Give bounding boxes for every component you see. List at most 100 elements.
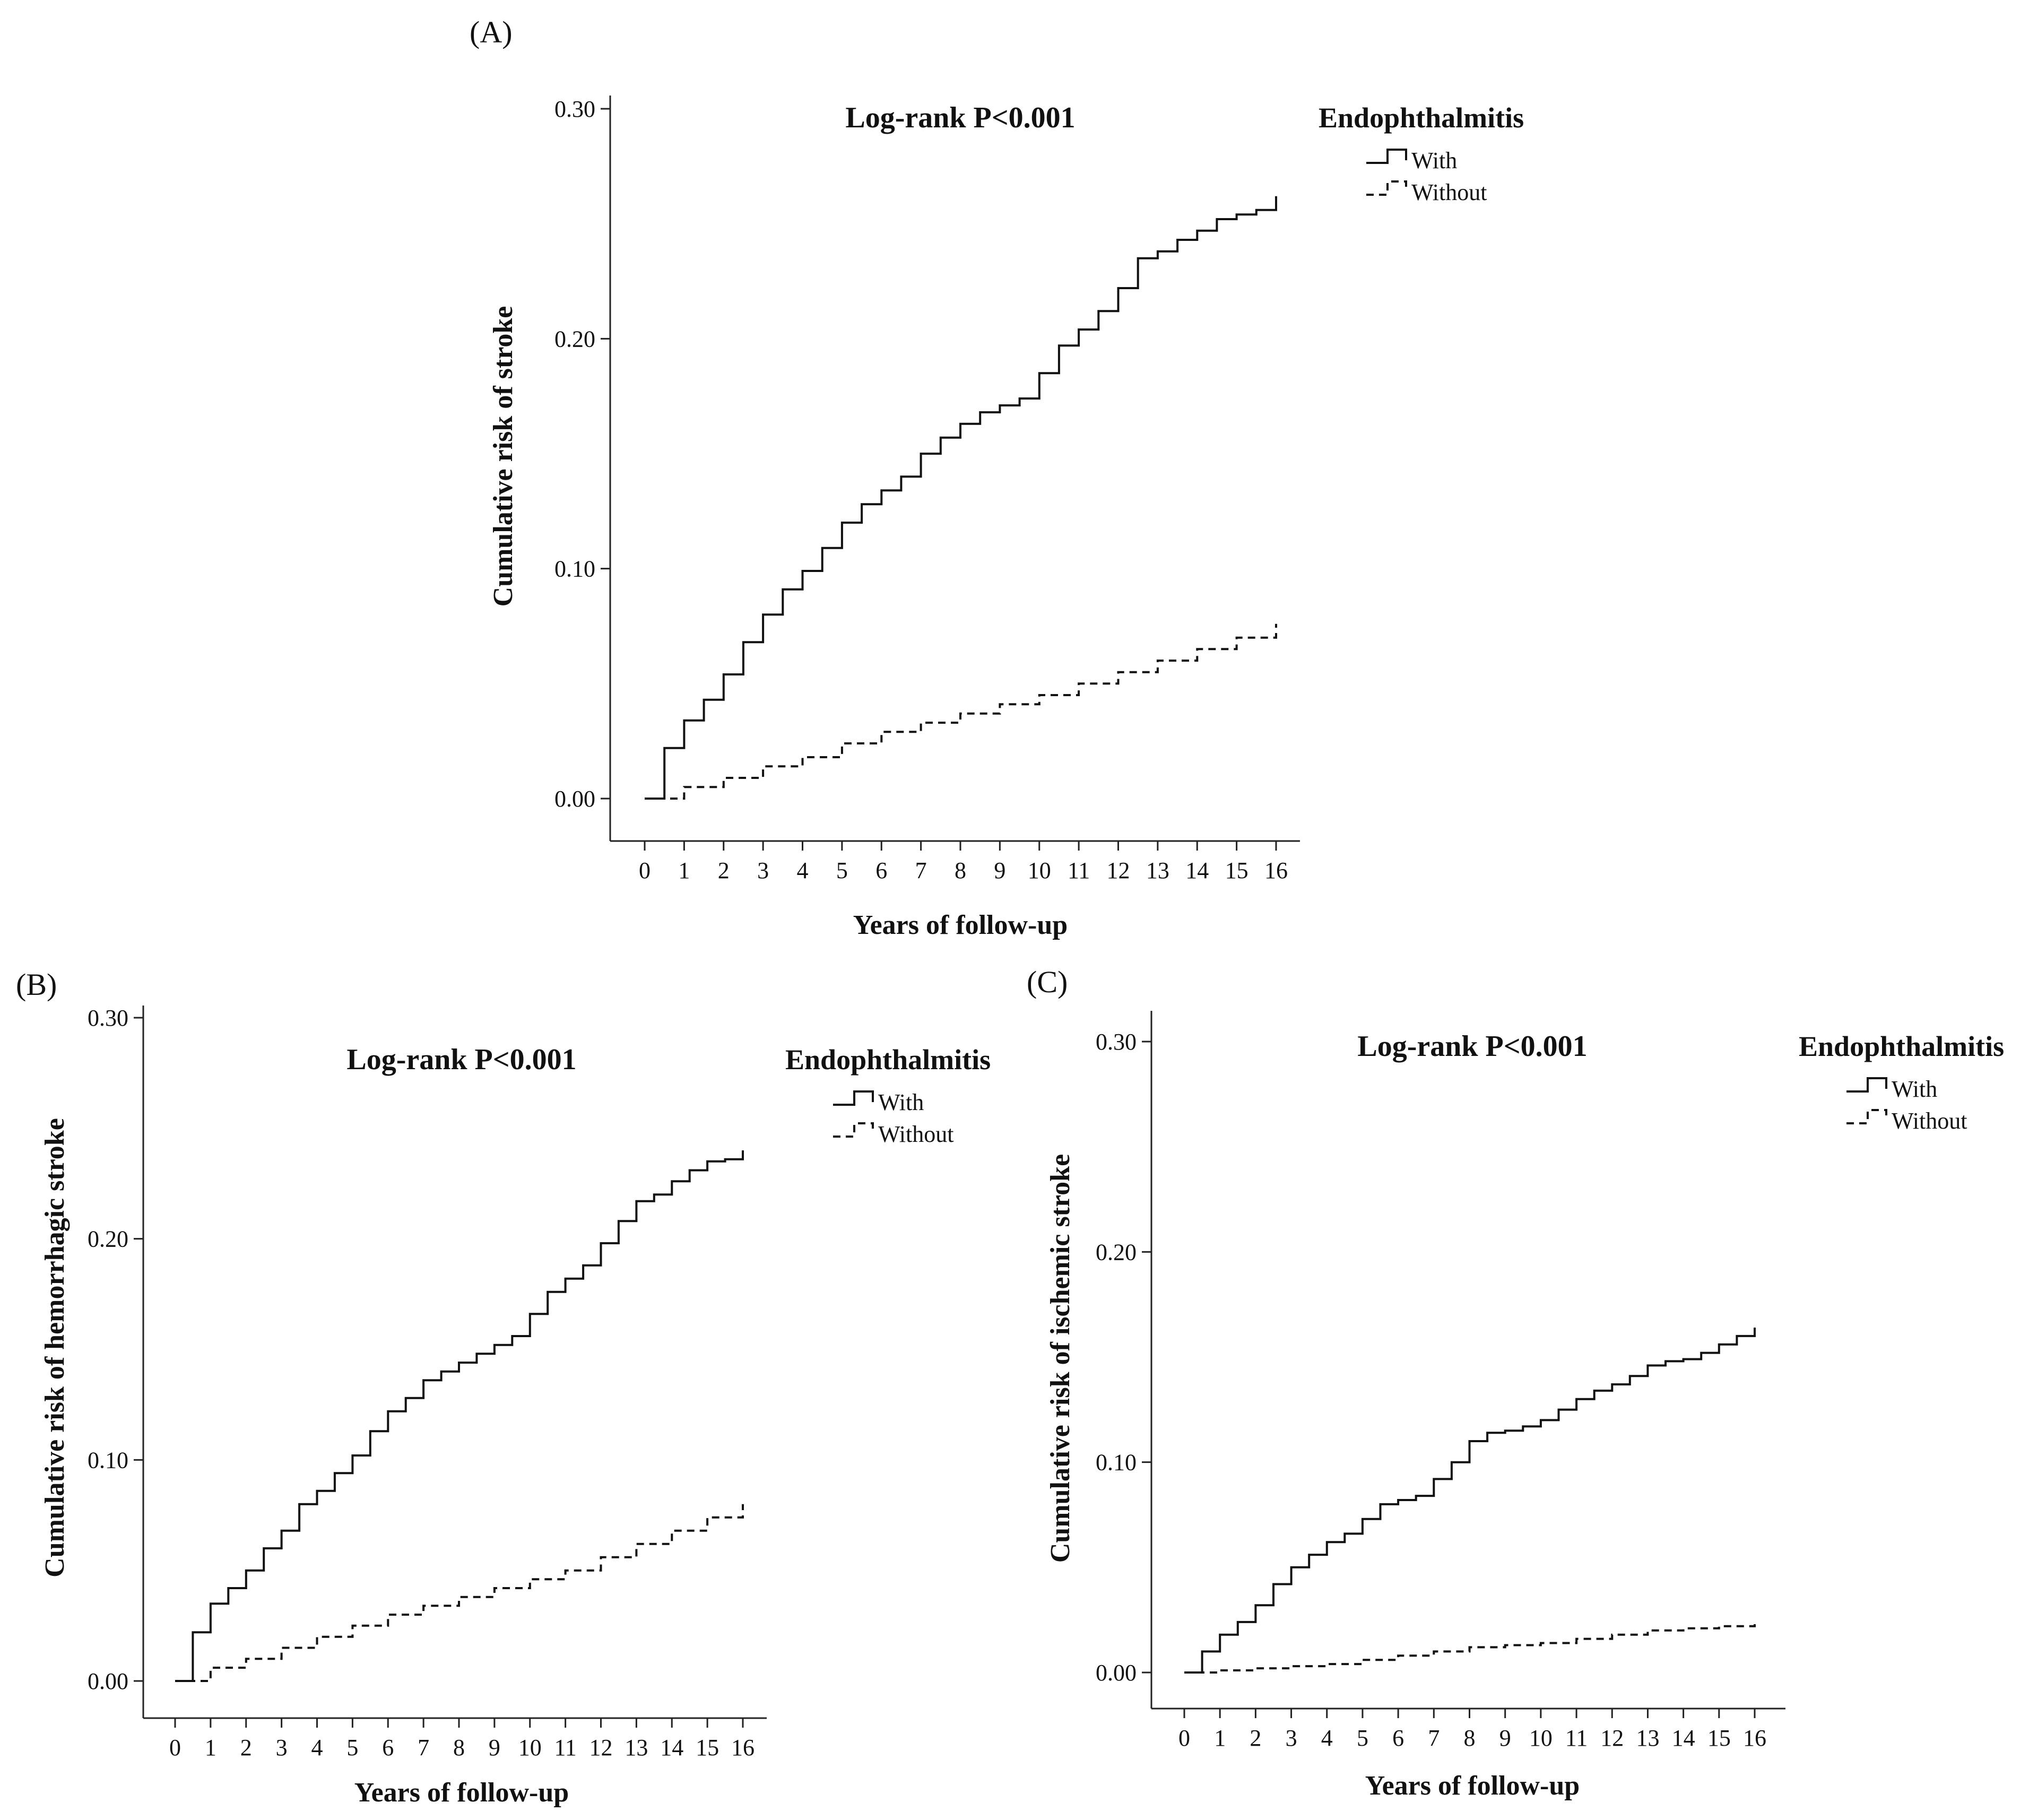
y-tick-label: 0.20	[1096, 1239, 1137, 1265]
legend-swatch-with	[833, 1090, 874, 1106]
x-tick-label: 7	[1428, 1725, 1440, 1751]
y-tick-label: 0.10	[88, 1447, 128, 1473]
chart-panel-3: (C)0.000.100.200.300 1 2 3 4 5 6 7 8 9 10 11 12 13 14 1…	[1027, 965, 2004, 1801]
legend: Endophthalmitis With Without	[1799, 1030, 2004, 1134]
panel-label: (B)	[16, 967, 57, 1002]
y-tick-label: 0.10	[1096, 1450, 1137, 1476]
y-tick-label: 0.00	[554, 786, 595, 812]
x-tick-label: 4	[1321, 1725, 1333, 1751]
x-tick-label: 14	[660, 1735, 683, 1761]
x-tick-label: 0	[639, 857, 651, 883]
legend: Endophthalmitis With Without	[785, 1044, 991, 1147]
x-tick-label: 1	[1214, 1725, 1226, 1751]
x-tick-label: 11	[1565, 1725, 1588, 1751]
x-tick-label: 16	[1264, 857, 1288, 883]
y-tick-label: 0.20	[554, 326, 595, 352]
x-tick-label: 3	[276, 1735, 288, 1761]
x-axis-label: Years of follow-up	[853, 910, 1068, 940]
x-tick-label: 4	[311, 1735, 323, 1761]
chart-panel-2: (B)0.000.100.200.300 1 2 3 4 5 6 7 8 9 10 11 12 13 14 1…	[16, 967, 991, 1808]
legend-swatch-without	[1846, 1109, 1887, 1124]
series-line-without	[1184, 1622, 1756, 1674]
x-tick-label: 2	[718, 857, 730, 883]
legend-label-with: With	[878, 1089, 924, 1115]
legend-label-with: With	[1892, 1076, 1937, 1102]
y-tick-label: 0.00	[1096, 1660, 1137, 1686]
y-tick-label: 0.00	[88, 1668, 128, 1694]
x-tick-label: 8	[1464, 1725, 1476, 1751]
x-tick-label: 12	[589, 1735, 613, 1761]
chart-title: Log-rank P<0.001	[845, 101, 1075, 134]
x-tick-label: 10	[1028, 857, 1051, 883]
series-line-without	[645, 623, 1277, 800]
x-tick-label: 0	[169, 1735, 181, 1761]
y-tick-label: 0.10	[554, 556, 595, 582]
x-tick-label: 6	[875, 857, 887, 883]
x-tick-label: 5	[1357, 1725, 1368, 1751]
legend-label-without: Without	[878, 1121, 953, 1147]
x-tick-label: 0	[1178, 1725, 1190, 1751]
legend: Endophthalmitis With Without	[1319, 102, 1524, 205]
x-tick-label: 13	[625, 1735, 648, 1761]
y-tick-label: 0.30	[554, 96, 595, 122]
x-tick-label: 14	[1672, 1725, 1695, 1751]
legend-title: Endophthalmitis	[1319, 102, 1524, 134]
legend-label-without: Without	[1892, 1108, 1967, 1134]
x-tick-label: 8	[453, 1735, 465, 1761]
legend-swatch-without	[833, 1122, 874, 1138]
legend-swatch-with	[1366, 149, 1407, 164]
x-tick-label: 12	[1107, 857, 1130, 883]
x-tick-label: 11	[554, 1735, 576, 1761]
x-tick-label: 9	[1499, 1725, 1511, 1751]
x-tick-label: 1	[205, 1735, 216, 1761]
x-tick-label: 10	[518, 1735, 542, 1761]
x-tick-label: 11	[1068, 857, 1090, 883]
legend-label-without: Without	[1411, 179, 1487, 205]
x-tick-label: 13	[1146, 857, 1169, 883]
x-tick-label: 7	[418, 1735, 429, 1761]
x-tick-label: 9	[489, 1735, 500, 1761]
x-tick-label: 15	[696, 1735, 719, 1761]
series-line-with	[645, 196, 1277, 800]
x-tick-label: 4	[797, 857, 809, 883]
series-line-with	[175, 1150, 744, 1682]
x-tick-label: 5	[836, 857, 848, 883]
x-tick-label: 5	[346, 1735, 358, 1761]
x-tick-label: 6	[1392, 1725, 1404, 1751]
x-tick-label: 6	[382, 1735, 394, 1761]
series-line-without	[175, 1504, 744, 1682]
y-axis-label: Cumulative risk of ischemic stroke	[1045, 1154, 1076, 1563]
x-tick-label: 2	[1250, 1725, 1261, 1751]
legend-title: Endophthalmitis	[785, 1044, 991, 1076]
x-tick-label: 13	[1636, 1725, 1659, 1751]
y-axis-label: Cumulative risk of hemorrhagic stroke	[40, 1118, 70, 1578]
x-tick-label: 14	[1185, 857, 1209, 883]
x-tick-label: 8	[955, 857, 966, 883]
x-tick-label: 15	[1707, 1725, 1731, 1751]
x-tick-label: 10	[1529, 1725, 1553, 1751]
x-tick-label: 9	[994, 857, 1005, 883]
chart-panel-1: (A)0.000.100.200.300 1 2 3 4 5 6 7 8 9 10 11 12 13 14 1…	[470, 15, 1524, 940]
y-tick-label: 0.30	[1096, 1029, 1137, 1055]
x-tick-label: 7	[915, 857, 927, 883]
series-line-with	[1184, 1328, 1756, 1674]
panel-label: (C)	[1027, 965, 1068, 999]
x-tick-label: 15	[1225, 857, 1248, 883]
y-tick-label: 0.30	[88, 1005, 128, 1031]
x-axis-label: Years of follow-up	[1365, 1771, 1580, 1801]
x-axis-label: Years of follow-up	[354, 1778, 569, 1808]
legend-swatch-without	[1366, 180, 1407, 196]
y-axis-label: Cumulative risk of stroke	[488, 306, 518, 607]
x-tick-label: 1	[678, 857, 690, 883]
x-tick-label: 16	[1743, 1725, 1766, 1751]
x-tick-label: 12	[1600, 1725, 1624, 1751]
panel-label: (A)	[470, 15, 513, 49]
legend-swatch-with	[1846, 1077, 1887, 1093]
y-tick-label: 0.20	[88, 1226, 128, 1252]
legend-title: Endophthalmitis	[1799, 1030, 2004, 1062]
legend-label-with: With	[1411, 148, 1457, 174]
chart-title: Log-rank P<0.001	[1357, 1030, 1587, 1063]
chart-title: Log-rank P<0.001	[346, 1043, 576, 1076]
x-tick-label: 2	[240, 1735, 252, 1761]
